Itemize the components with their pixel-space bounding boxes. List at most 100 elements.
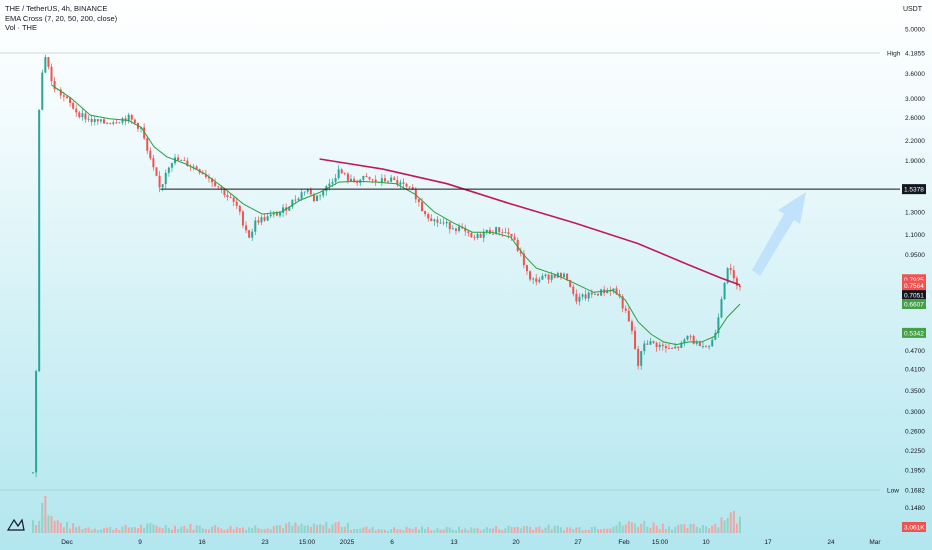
candle-body <box>451 228 454 230</box>
arrow-shape[interactable] <box>752 192 806 276</box>
tradingview-logo-icon[interactable] <box>6 518 25 531</box>
volume-bar <box>439 529 442 533</box>
candle-body <box>248 230 251 238</box>
candle-body <box>464 228 467 232</box>
candle-body <box>112 122 115 124</box>
volume-bar <box>282 528 285 533</box>
time-axis[interactable]: Dec 9 16 23 15:00 2025 6 13 20 27 Feb 15:00 10 17 24 Ma… <box>61 539 881 546</box>
candle-body <box>513 236 516 240</box>
volume-bar <box>661 523 664 533</box>
ema-fast-line[interactable] <box>51 84 741 346</box>
volume-bar <box>421 526 424 533</box>
volume-bar <box>115 528 118 533</box>
volume-bar <box>646 526 649 533</box>
volume-bar <box>136 528 139 533</box>
candle-body <box>217 186 220 188</box>
volume-bar <box>294 522 297 533</box>
volume-bar <box>312 523 315 533</box>
candle-body <box>501 232 504 234</box>
candle-body <box>482 232 485 238</box>
volume-bar <box>374 530 377 533</box>
volume-bar <box>164 524 167 533</box>
time-tick-label: 10 <box>702 539 710 546</box>
symbol-title[interactable]: THE / TetherUS, 4h, BINANCE <box>5 4 108 13</box>
volume-bar <box>96 530 99 533</box>
candle-body <box>81 113 84 118</box>
volume-bar <box>257 528 260 533</box>
volume-bar <box>550 529 553 533</box>
volume-indicator-label[interactable]: Vol · THE <box>5 23 37 32</box>
candle-body <box>356 181 359 183</box>
candle-body <box>180 160 183 161</box>
volume-bar <box>448 527 451 533</box>
candle-body <box>322 191 325 196</box>
volume-bar <box>621 525 624 533</box>
candle-body <box>593 293 596 295</box>
candle-body <box>158 175 161 188</box>
volume-bar <box>140 524 143 533</box>
chart-legend[interactable]: THE / TetherUS, 4h, BINANCE EMA Cross (7… <box>5 4 117 33</box>
volume-bar <box>78 526 81 533</box>
volume-bar <box>47 515 50 533</box>
candle-body <box>658 344 661 348</box>
up-arrow-annotation[interactable] <box>752 192 806 276</box>
candle-body <box>155 167 158 176</box>
volume-bar <box>285 523 288 533</box>
time-tick-label: 9 <box>138 539 142 546</box>
candle-body <box>238 205 241 212</box>
candle-body <box>652 341 655 343</box>
candle-body <box>559 272 562 278</box>
price-tags: 1.53780.79250.756402:39:400.70510.66070.… <box>902 184 930 532</box>
time-tick-label: Feb <box>618 539 630 546</box>
candle-body <box>263 217 266 221</box>
volume-bar <box>56 520 59 533</box>
candle-body <box>525 265 528 272</box>
volume-bar <box>306 525 309 533</box>
candle-body <box>504 232 507 234</box>
candle-body <box>569 280 572 287</box>
candle-body <box>294 199 297 201</box>
candle-body <box>334 178 337 182</box>
volume-bar <box>405 526 408 533</box>
high-label: High <box>887 51 901 58</box>
volume-bar <box>618 521 621 533</box>
candle-body <box>152 158 155 168</box>
candle-body <box>529 271 532 280</box>
candle-body <box>390 177 393 182</box>
volume-bar <box>170 529 173 533</box>
volume-bar <box>272 526 275 533</box>
ema-indicator-label[interactable]: EMA Cross (7, 20, 50, 200, close) <box>5 13 118 23</box>
candle-body <box>544 274 547 276</box>
candle-body <box>612 288 615 292</box>
candle-body <box>93 119 96 123</box>
volume-bar <box>563 530 566 533</box>
price-tick-label: 0.3000 <box>905 409 925 416</box>
volume-bar <box>195 525 198 533</box>
volume-bar <box>118 530 121 533</box>
volume-bar <box>587 529 590 533</box>
candle-body <box>646 343 649 345</box>
candle-body <box>627 310 630 322</box>
ema-slow-line[interactable] <box>319 158 741 286</box>
price-tick-label: 1.1000 <box>905 232 925 239</box>
volume-bar <box>667 526 670 533</box>
volume-bar <box>72 523 75 533</box>
candle-body <box>229 196 232 198</box>
candle-body <box>664 346 667 349</box>
candle-body <box>723 282 726 300</box>
candle-body <box>424 211 427 215</box>
volume-bar <box>566 527 569 533</box>
volume-bar <box>612 526 615 533</box>
volume-bar <box>529 526 532 533</box>
volume-bar <box>32 520 34 533</box>
candle-body <box>353 178 356 182</box>
candle-body <box>735 278 738 286</box>
volume-bar <box>130 527 133 533</box>
price-axis[interactable]: 5.0000 3.6000 3.0000 2.6000 2.2000 1.9000 1.30… <box>887 26 925 512</box>
candle-body <box>454 228 457 231</box>
price-tag: 0.7051 <box>904 293 924 300</box>
volume-bar <box>204 528 207 533</box>
volume-bar <box>232 529 235 533</box>
candle-body <box>495 227 498 234</box>
